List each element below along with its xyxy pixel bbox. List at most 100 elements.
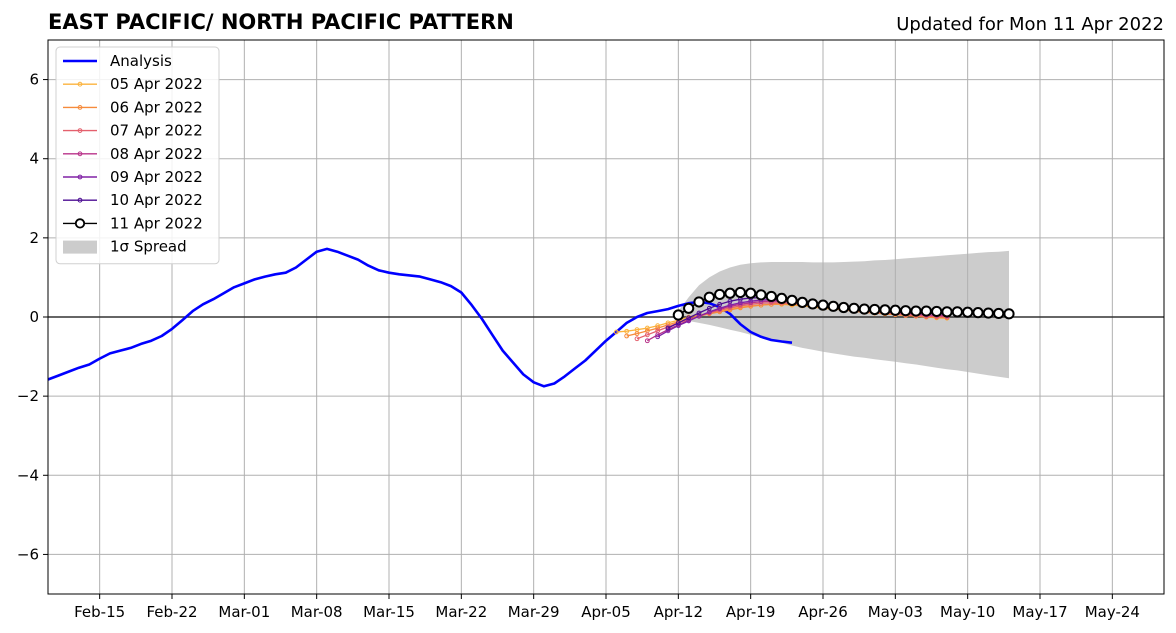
legend-entry: 07 Apr 2022 — [63, 122, 203, 140]
legend-box — [55, 46, 220, 265]
forecast-point — [838, 301, 850, 314]
legend-marker — [74, 218, 86, 229]
forecast-point — [717, 301, 723, 307]
forecast-point — [941, 306, 953, 318]
forecast-point — [1003, 308, 1015, 320]
x-tick-label: Apr-26 — [798, 603, 848, 621]
chart-subtitle: Updated for Mon 11 Apr 2022 — [896, 14, 1164, 35]
legend-label: 05 Apr 2022 — [110, 75, 203, 93]
forecast-point — [714, 288, 726, 301]
forecast-point — [982, 307, 994, 319]
spread-layer — [678, 250, 1009, 379]
forecast-point — [675, 320, 681, 326]
y-tick-label: 4 — [29, 150, 39, 168]
legend-swatch — [63, 240, 97, 254]
x-tick-label: Feb-15 — [74, 603, 125, 621]
x-tick-label: Feb-22 — [146, 603, 197, 621]
y-tick-label: −6 — [17, 545, 39, 563]
forecast-point — [696, 313, 702, 319]
forecast-point — [734, 286, 746, 299]
forecast-point — [683, 302, 695, 314]
forecast-point — [869, 303, 881, 316]
forecast-point — [634, 336, 640, 342]
x-tick-label: May-24 — [1085, 603, 1140, 621]
legend-label: Analysis — [110, 52, 172, 70]
forecast-point — [972, 307, 984, 319]
forecast-point — [765, 290, 777, 303]
y-tick-label: 6 — [29, 71, 39, 89]
forecast-point — [693, 296, 705, 308]
series-layer — [47, 247, 1015, 388]
forecast-point — [776, 292, 788, 305]
y-tick-label: 0 — [29, 308, 39, 326]
forecast-point — [644, 338, 650, 344]
forecast-point — [745, 287, 757, 299]
x-tick-label: Mar-22 — [435, 603, 487, 621]
legend-label: 1σ Spread — [110, 238, 187, 256]
forecast-point — [817, 299, 829, 311]
y-tick-label: 2 — [29, 229, 39, 247]
forecast-point — [848, 302, 860, 314]
legend-label: 08 Apr 2022 — [110, 145, 203, 163]
forecast-point — [931, 305, 943, 318]
forecast-point — [624, 328, 630, 334]
forecast-point — [655, 325, 661, 331]
forecast-point — [665, 328, 671, 334]
forecast-point — [827, 300, 839, 312]
legend-entry: 08 Apr 2022 — [63, 145, 203, 163]
legend-marker — [77, 197, 83, 203]
chart-title: EAST PACIFIC/ NORTH PACIFIC PATTERN — [48, 10, 514, 34]
forecast-point — [624, 333, 630, 339]
legend-entry: 11 Apr 2022 — [63, 214, 203, 232]
forecast-point — [644, 332, 650, 338]
x-tick-label: Apr-19 — [726, 603, 776, 621]
forecast-point — [807, 298, 819, 310]
legend-label: 07 Apr 2022 — [110, 122, 203, 140]
legend-marker — [77, 105, 83, 110]
x-tick-label: May-10 — [940, 603, 995, 621]
forecast-point — [703, 291, 715, 303]
forecast-point — [672, 309, 684, 321]
forecast-point — [951, 306, 963, 318]
legend-label: 11 Apr 2022 — [110, 214, 203, 232]
forecast-point — [665, 325, 671, 331]
x-tick-label: Mar-15 — [363, 603, 415, 621]
forecast-point — [706, 305, 712, 311]
legend-label: 10 Apr 2022 — [110, 191, 203, 209]
legend-label: 06 Apr 2022 — [110, 98, 203, 116]
x-tick-label: Apr-12 — [654, 603, 704, 621]
legend-label: 09 Apr 2022 — [110, 168, 203, 186]
forecast-point — [655, 334, 661, 340]
x-tick-label: Apr-05 — [581, 603, 631, 621]
forecast-point — [748, 298, 754, 304]
forecast-point — [858, 303, 870, 315]
legend-marker — [77, 174, 83, 180]
x-tick-label: Mar-08 — [291, 603, 343, 621]
legend-entry: 06 Apr 2022 — [63, 98, 203, 116]
forecast-point — [900, 305, 912, 317]
legend-entry: Analysis — [63, 52, 172, 70]
y-axis: −6 −4 −2 0 2 4 6 — [17, 71, 48, 563]
legend-marker — [77, 81, 83, 87]
forecast-point — [613, 329, 619, 335]
y-tick-label: −4 — [17, 466, 39, 484]
legend: Analysis 05 Apr 2022 06 Apr 2022 07 Apr 202… — [55, 46, 220, 265]
forecast-point — [644, 325, 650, 331]
forecast-point — [724, 287, 736, 299]
legend-entry: 09 Apr 2022 — [63, 168, 203, 186]
legend-marker — [77, 151, 83, 157]
forecast-point — [920, 305, 932, 317]
forecast-point — [889, 304, 901, 316]
y-tick-label: −2 — [17, 387, 39, 405]
legend-entry: 1σ Spread — [63, 238, 187, 256]
forecast-point — [786, 294, 798, 306]
spread-band — [678, 250, 1009, 379]
forecast-point — [796, 296, 808, 308]
legend-marker — [77, 128, 83, 134]
forecast-point — [727, 298, 733, 304]
forecast-series-6 — [672, 286, 1015, 321]
forecast-point — [993, 307, 1005, 320]
forecast-point — [879, 304, 891, 316]
x-tick-label: Mar-29 — [508, 603, 560, 621]
